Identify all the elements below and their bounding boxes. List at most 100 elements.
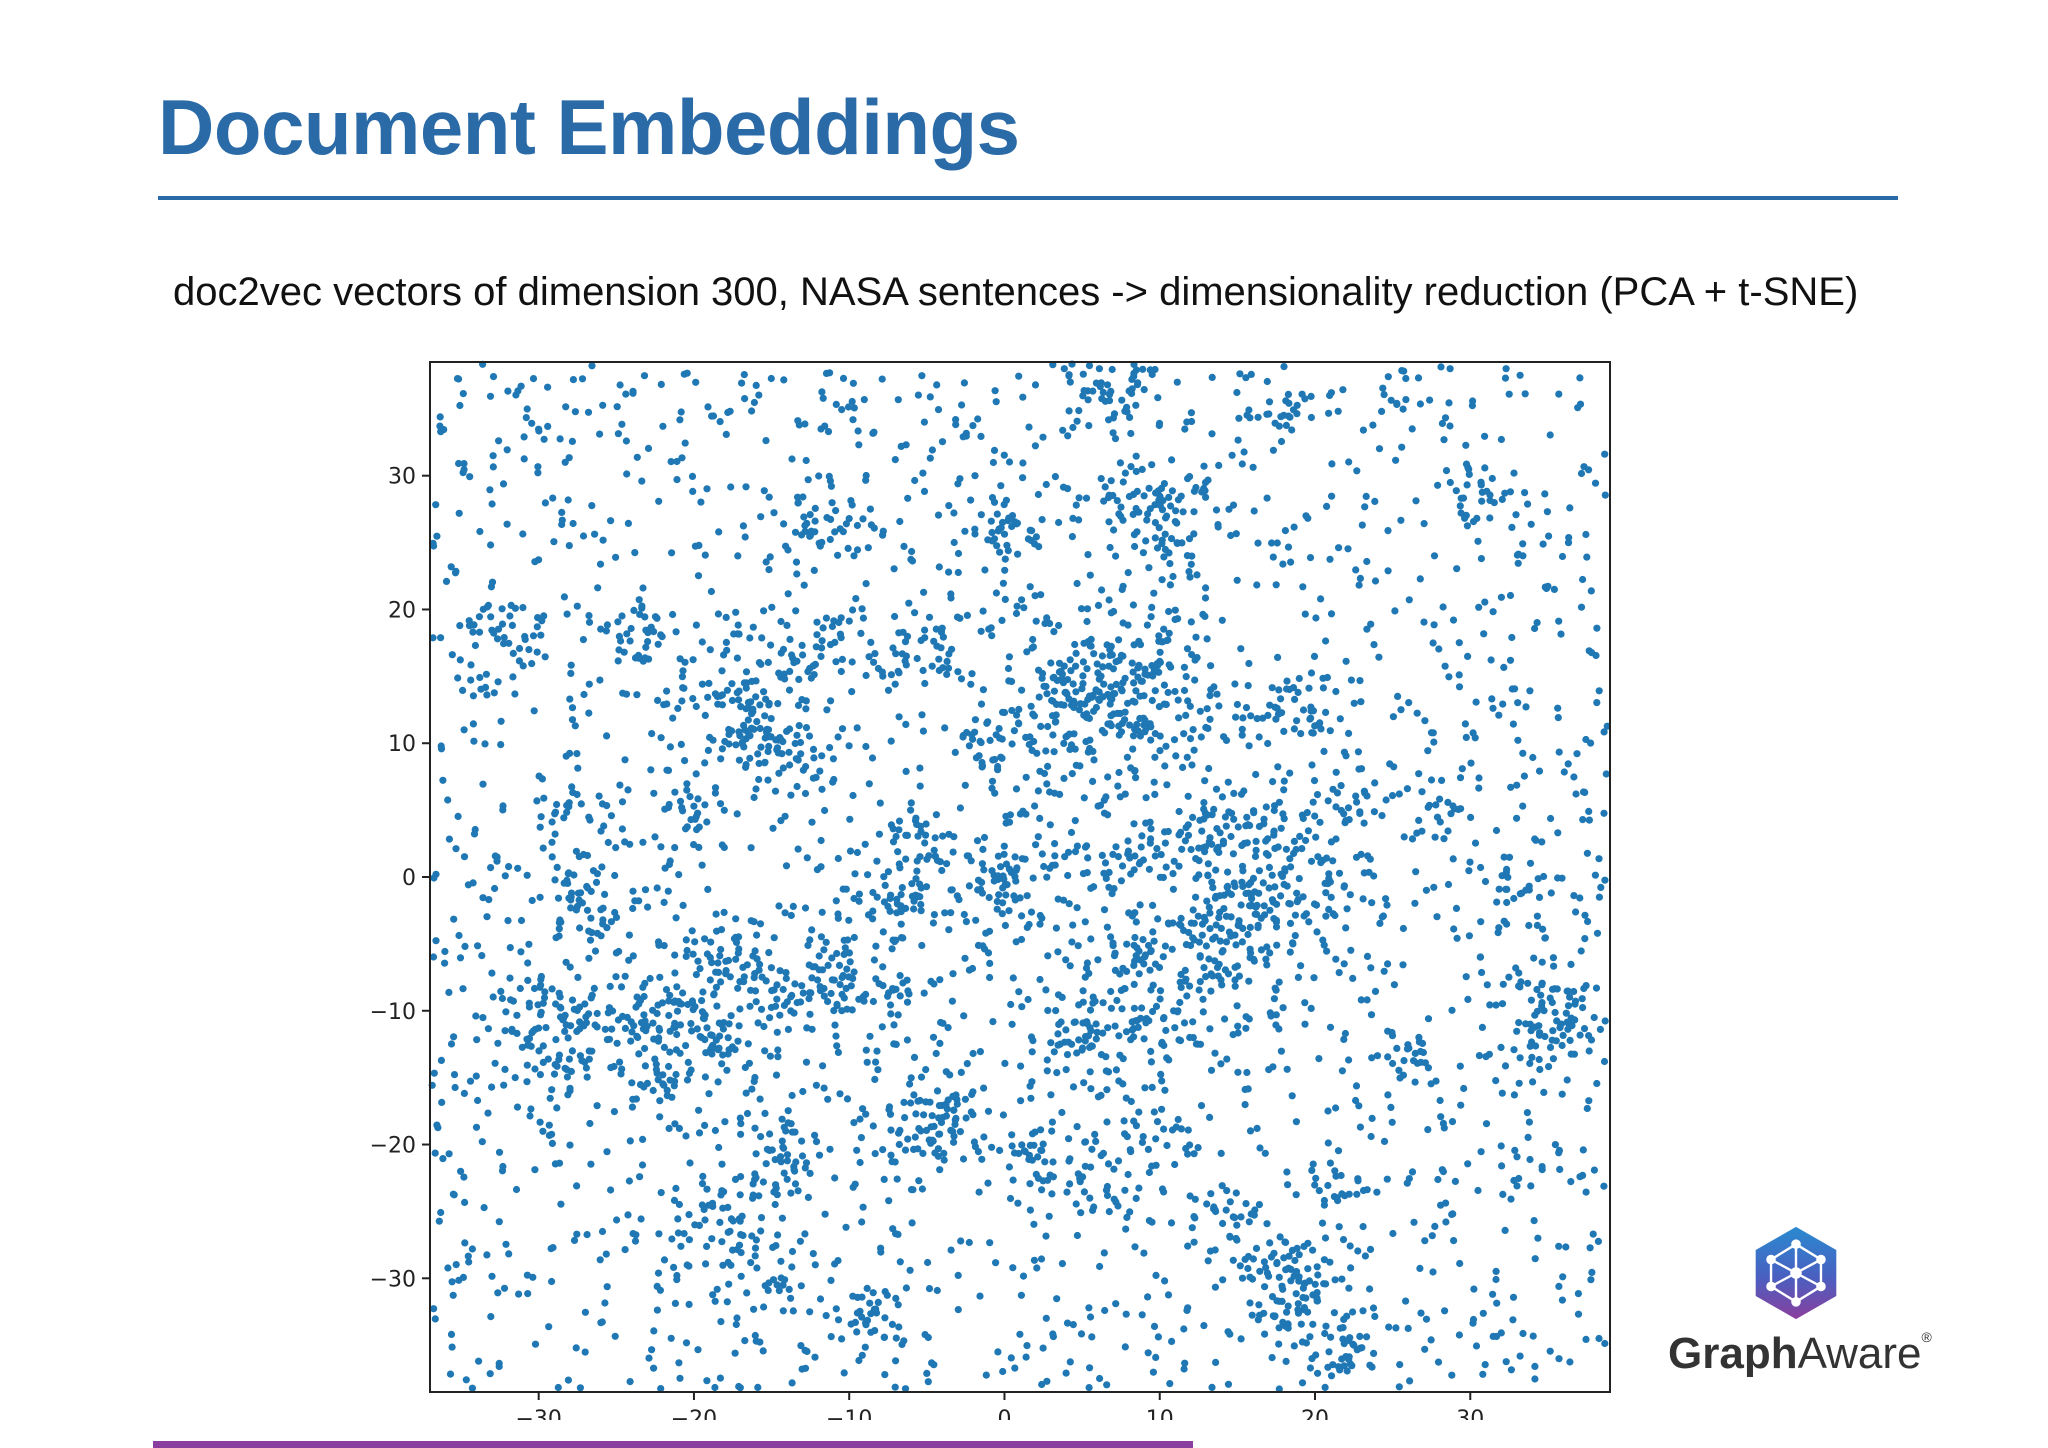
scatter-point bbox=[1555, 1355, 1563, 1363]
scatter-point bbox=[1205, 764, 1213, 773]
scatter-point bbox=[1047, 1039, 1055, 1047]
scatter-point bbox=[657, 1189, 665, 1197]
scatter-point bbox=[872, 1305, 880, 1313]
scatter-point bbox=[914, 391, 923, 399]
scatter-point bbox=[537, 631, 545, 639]
scatter-point bbox=[1000, 530, 1009, 538]
scatter-point bbox=[1062, 956, 1070, 964]
scatter-point bbox=[1011, 1364, 1019, 1372]
scatter-point bbox=[1196, 1040, 1205, 1048]
scatter-point bbox=[1253, 910, 1261, 919]
scatter-point bbox=[895, 713, 903, 721]
scatter-point bbox=[760, 1303, 768, 1311]
scatter-point bbox=[621, 838, 629, 846]
scatter-point bbox=[768, 987, 776, 995]
scatter-point bbox=[1513, 1182, 1521, 1190]
scatter-point bbox=[1156, 501, 1164, 509]
scatter-point bbox=[538, 617, 546, 625]
scatter-point bbox=[525, 646, 533, 654]
scatter-point bbox=[1384, 960, 1392, 968]
scatter-point bbox=[753, 1264, 761, 1272]
scatter-point bbox=[1144, 1145, 1152, 1153]
scatter-point bbox=[1161, 762, 1169, 770]
scatter-point bbox=[982, 1371, 990, 1379]
scatter-point bbox=[500, 1081, 508, 1089]
scatter-point bbox=[1269, 778, 1277, 786]
scatter-point bbox=[764, 1286, 772, 1294]
scatter-point bbox=[842, 1223, 850, 1231]
scatter-point bbox=[653, 884, 661, 892]
scatter-point bbox=[1393, 399, 1401, 407]
scatter-point bbox=[1507, 783, 1515, 791]
scatter-point bbox=[873, 893, 881, 901]
scatter-point bbox=[755, 966, 763, 974]
scatter-point bbox=[803, 854, 811, 862]
scatter-point bbox=[787, 791, 795, 799]
scatter-point bbox=[1086, 1194, 1094, 1202]
scatter-point bbox=[457, 1167, 465, 1175]
scatter-point bbox=[624, 519, 632, 527]
scatter-point bbox=[1186, 735, 1195, 743]
scatter-point bbox=[544, 422, 552, 430]
scatter-point bbox=[1201, 594, 1210, 602]
scatter-point bbox=[1280, 727, 1288, 735]
scatter-point bbox=[1271, 883, 1279, 891]
scatter-point bbox=[1084, 551, 1092, 559]
scatter-point bbox=[456, 656, 464, 664]
scatter-point bbox=[1215, 461, 1223, 469]
scatter-point bbox=[1516, 1352, 1524, 1360]
scatter-point bbox=[1049, 1158, 1057, 1166]
scatter-point bbox=[784, 546, 792, 554]
scatter-point bbox=[846, 815, 854, 823]
scatter-point bbox=[936, 1039, 944, 1047]
scatter-point bbox=[999, 884, 1007, 892]
scatter-point bbox=[1077, 605, 1086, 613]
scatter-point bbox=[871, 1150, 879, 1158]
scatter-point bbox=[887, 737, 895, 745]
scatter-point bbox=[1562, 1243, 1570, 1251]
scatter-point bbox=[815, 1151, 824, 1159]
scatter-point bbox=[525, 940, 533, 948]
scatter-point bbox=[447, 1040, 456, 1048]
scatter-point bbox=[887, 1151, 895, 1159]
scatter-point bbox=[806, 511, 814, 519]
scatter-point bbox=[595, 792, 603, 800]
scatter-point bbox=[770, 934, 778, 942]
scatter-point bbox=[1129, 732, 1138, 740]
scatter-point bbox=[1023, 1342, 1031, 1350]
scatter-point bbox=[1184, 792, 1192, 800]
scatter-point bbox=[901, 1146, 910, 1154]
scatter-point bbox=[1439, 603, 1447, 611]
scatter-point bbox=[1462, 973, 1470, 981]
scatter-point bbox=[517, 948, 525, 956]
scatter-point bbox=[894, 848, 902, 856]
scatter-point bbox=[1085, 362, 1094, 370]
scatter-point bbox=[718, 667, 726, 675]
scatter-point bbox=[750, 1077, 758, 1085]
scatter-point bbox=[1535, 1055, 1543, 1064]
scatter-point bbox=[641, 1044, 649, 1053]
scatter-point bbox=[851, 870, 859, 878]
scatter-point bbox=[1253, 1124, 1261, 1132]
scatter-point bbox=[799, 651, 807, 659]
scatter-point bbox=[612, 553, 620, 561]
scatter-point bbox=[1107, 722, 1115, 730]
scatter-point bbox=[1201, 917, 1209, 925]
scatter-point bbox=[1141, 1084, 1149, 1092]
scatter-point bbox=[1125, 492, 1133, 501]
scatter-point bbox=[691, 1003, 699, 1011]
y-tick-label: −10 bbox=[370, 1000, 416, 1025]
scatter-point bbox=[925, 613, 934, 621]
scatter-point bbox=[1579, 1146, 1587, 1154]
scatter-point bbox=[488, 969, 496, 977]
scatter-point bbox=[1175, 714, 1183, 722]
scatter-point bbox=[1232, 530, 1240, 538]
scatter-point bbox=[879, 527, 887, 535]
scatter-point bbox=[1129, 745, 1137, 753]
scatter-point bbox=[1595, 1334, 1603, 1343]
scatter-point bbox=[618, 420, 626, 428]
scatter-point bbox=[1197, 733, 1205, 741]
scatter-point bbox=[498, 1167, 507, 1175]
x-tick-label: 10 bbox=[1146, 1407, 1174, 1420]
scatter-point bbox=[465, 617, 473, 625]
